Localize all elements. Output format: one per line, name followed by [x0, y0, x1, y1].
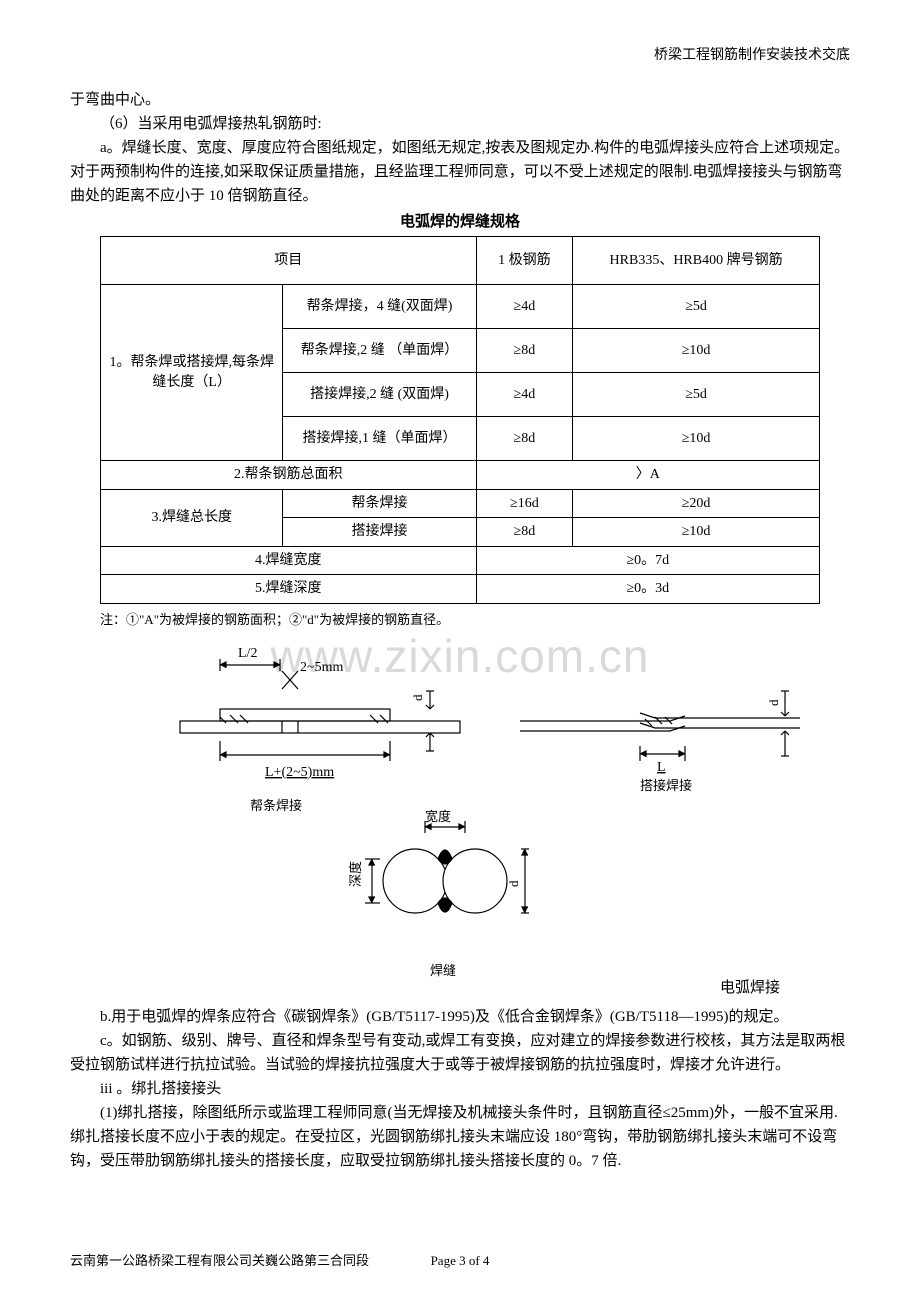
svg-text:L/2: L/2 [238, 646, 257, 661]
r1c-v1: ≥4d [476, 373, 573, 417]
th-grade1: 1 极钢筋 [476, 237, 573, 285]
r1a-v1: ≥4d [476, 285, 573, 329]
item-iii: iii 。绑扎搭接接头 [70, 1077, 850, 1101]
r1b-v2: ≥10d [573, 329, 820, 373]
r2: 2.帮条钢筋总面积 [101, 461, 477, 490]
label-weld: 焊缝 [430, 961, 456, 982]
svg-text:L+(2~5)mm: L+(2~5)mm [265, 765, 334, 780]
th-grade2: HRB335、HRB400 牌号钢筋 [573, 237, 820, 285]
r3b: 搭接焊接 [283, 518, 476, 547]
th-project: 项目 [101, 237, 477, 285]
r1d: 搭接焊接,1 缝（单面焊） [283, 417, 476, 461]
figure-caption: 电弧焊接 [720, 976, 780, 1000]
body-text-lower: b.用于电弧焊的焊条应符合《碳钢焊条》(GB/T5117-1995)及《低合金钢… [70, 1005, 850, 1173]
svg-text:深度: 深度 [348, 861, 363, 887]
r1c-v2: ≥5d [573, 373, 820, 417]
item-1-bind: (1)绑扎搭接，除图纸所示或监理工程师同意(当无焊接及机械接头条件时，且钢筋直径… [70, 1101, 850, 1173]
r3: 3.焊缝总长度 [101, 489, 283, 546]
r4-v: ≥0。7d [476, 546, 819, 575]
row1-label: 1。帮条焊或搭接焊,每条焊缝长度（L） [101, 285, 283, 461]
table-note: 注：①"A"为被焊接的钢筋面积；②"d"为被焊接的钢筋直径。 [100, 610, 850, 631]
table-title: 电弧焊的焊缝规格 [70, 210, 850, 234]
page-footer: 云南第一公路桥梁工程有限公司关巍公路第三合同段 Page 3 of 4 [70, 1251, 850, 1272]
svg-text:L: L [657, 760, 666, 775]
r1c: 搭接焊接,2 缝 (双面焊) [283, 373, 476, 417]
r5: 5.焊缝深度 [101, 575, 477, 604]
r4: 4.焊缝宽度 [101, 546, 477, 575]
r3a-v2: ≥20d [573, 489, 820, 518]
svg-text:d: d [410, 694, 425, 701]
body-text: 于弯曲中心。 （6）当采用电弧焊接热轧钢筋时: a。焊缝长度、宽度、厚度应符合图… [70, 88, 850, 234]
footer-page: Page 3 of 4 [431, 1251, 490, 1272]
r5-v: ≥0。3d [476, 575, 819, 604]
label-width: 宽度 [425, 807, 451, 828]
item-b: b.用于电弧焊的焊条应符合《碳钢焊条》(GB/T5117-1995)及《低合金钢… [70, 1005, 850, 1029]
label-bangtiao: 帮条焊接 [250, 796, 302, 817]
r2-v: 〉A [476, 461, 819, 490]
label-dajie: 搭接焊接 [640, 776, 692, 797]
footer-left: 云南第一公路桥梁工程有限公司关巍公路第三合同段 [70, 1251, 369, 1272]
r3a-v1: ≥16d [476, 489, 573, 518]
weld-spec-table: 项目 1 极钢筋 HRB335、HRB400 牌号钢筋 1。帮条焊或搭接焊,每条… [100, 236, 820, 604]
r3b-v2: ≥10d [573, 518, 820, 547]
r1a: 帮条焊接，4 缝(双面焊) [283, 285, 476, 329]
r1b-v1: ≥8d [476, 329, 573, 373]
weld-section-svg: 深度 d [330, 811, 570, 971]
header-subject: 桥梁工程钢筋制作安装技术交底 [654, 45, 850, 67]
weld-diagrams: L/2 2~5mm d L+(2~5)mm 帮条焊接 d [70, 641, 850, 1001]
r3a: 帮条焊接 [283, 489, 476, 518]
svg-text:d: d [766, 699, 781, 706]
svg-text:2~5mm: 2~5mm [300, 660, 343, 675]
svg-text:d: d [506, 880, 521, 887]
r1a-v2: ≥5d [573, 285, 820, 329]
bangtiao-weld-svg: L/2 2~5mm d L+(2~5)mm [170, 641, 470, 821]
line-continue: 于弯曲中心。 [70, 88, 850, 112]
item-a: a。焊缝长度、宽度、厚度应符合图纸规定，如图纸无规定,按表及图规定办.构件的电弧… [70, 136, 850, 208]
item-c: c。如钢筋、级别、牌号、直径和焊条型号有变动,或焊工有变换，应对建立的焊接参数进… [70, 1029, 850, 1077]
r1b: 帮条焊接,2 缝 （单面焊） [283, 329, 476, 373]
item-6: （6）当采用电弧焊接热轧钢筋时: [70, 112, 850, 136]
r1d-v2: ≥10d [573, 417, 820, 461]
r1d-v1: ≥8d [476, 417, 573, 461]
r3b-v1: ≥8d [476, 518, 573, 547]
